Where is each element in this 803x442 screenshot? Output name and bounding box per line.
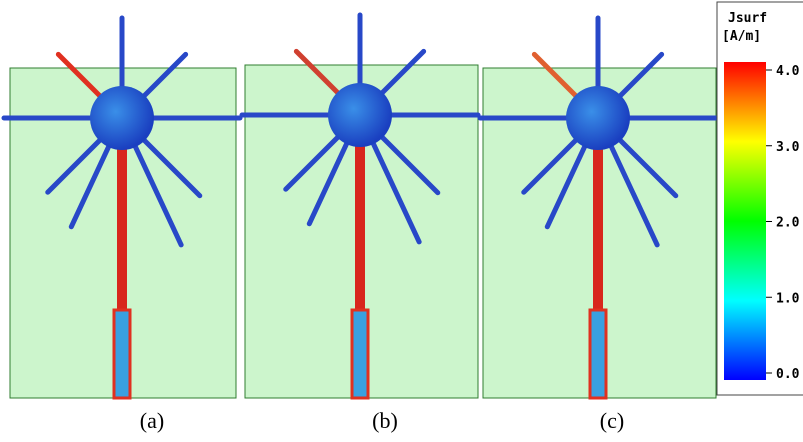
feed-section bbox=[352, 310, 368, 398]
colorbar bbox=[724, 62, 766, 380]
colorbar-tick-label: 3.0 bbox=[776, 140, 800, 155]
colorbar-tick-label: 0.0 bbox=[776, 367, 800, 382]
colorbar-tick-label: 2.0 bbox=[776, 216, 800, 231]
figure: (a) (b) (c) Jsurf [A/m] 4.0 3.0 2.0 1.0 0.0 bbox=[0, 0, 803, 442]
colorbar-tick-label: 1.0 bbox=[776, 291, 800, 306]
page: (a) (b) (c) Jsurf [A/m] 4.03.02.01.00.0 … bbox=[0, 0, 803, 442]
feed-section bbox=[114, 310, 130, 398]
colorbar-tick-label: 4.0 bbox=[776, 64, 800, 79]
panel-label: (c) bbox=[600, 408, 624, 433]
sphere bbox=[90, 86, 154, 150]
feed-section bbox=[590, 310, 606, 398]
panel-label: (b) bbox=[372, 408, 398, 433]
panel-label: (a) bbox=[140, 408, 164, 433]
sphere bbox=[566, 86, 630, 150]
colorbar-title: Jsurf bbox=[728, 11, 767, 26]
colorbar-unit: [A/m] bbox=[722, 29, 761, 44]
sphere bbox=[328, 83, 392, 147]
